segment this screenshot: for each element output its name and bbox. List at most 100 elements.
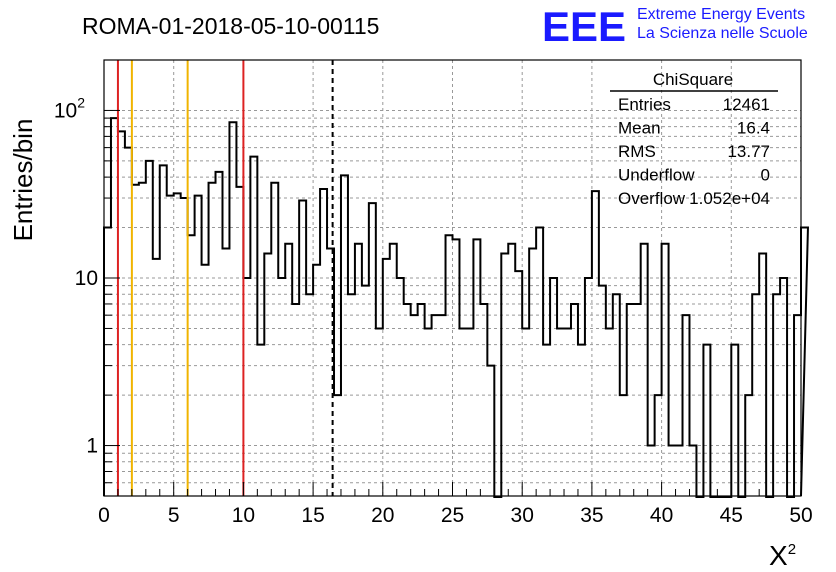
histogram-bin bbox=[167, 196, 174, 496]
stats-label: Overflow bbox=[618, 189, 686, 208]
histogram-bin bbox=[278, 278, 285, 496]
histogram-bin bbox=[355, 244, 362, 496]
histogram-bin bbox=[773, 294, 780, 496]
histogram-bin bbox=[731, 345, 738, 496]
histogram-bin bbox=[174, 193, 181, 496]
histogram-bin bbox=[292, 304, 299, 496]
histogram-bin bbox=[662, 244, 669, 496]
histogram-bin bbox=[181, 198, 188, 496]
histogram-bin bbox=[404, 304, 411, 496]
histogram-bin bbox=[222, 248, 229, 496]
x-tick-label: 25 bbox=[441, 504, 464, 527]
histogram-bin bbox=[578, 345, 585, 496]
histogram-bin bbox=[529, 248, 536, 496]
histogram-bin bbox=[745, 395, 752, 496]
histogram-bin bbox=[550, 278, 557, 496]
histogram-bin bbox=[508, 244, 515, 496]
stats-value: 13.77 bbox=[727, 142, 770, 161]
histogram-bin bbox=[536, 228, 543, 496]
x-tick-label: 10 bbox=[232, 504, 255, 527]
histogram-bin bbox=[153, 259, 160, 496]
histogram-bin bbox=[264, 254, 271, 496]
histogram-bin bbox=[397, 278, 404, 496]
histogram-bin bbox=[257, 345, 264, 496]
stats-value: 1.052e+04 bbox=[689, 189, 770, 208]
run-title: ROMA-01-2018-05-10-00115 bbox=[82, 13, 379, 39]
histogram-bin bbox=[216, 172, 223, 496]
x-tick-label: 15 bbox=[301, 504, 324, 527]
histogram-bin bbox=[627, 304, 634, 496]
histogram-bin bbox=[383, 259, 390, 496]
x-tick-label: 30 bbox=[511, 504, 534, 527]
histogram-bin bbox=[348, 294, 355, 496]
stats-label: Mean bbox=[618, 119, 661, 138]
histogram-bin bbox=[376, 328, 383, 496]
histogram-bin bbox=[676, 446, 683, 496]
histogram-bin bbox=[522, 328, 529, 496]
histogram-bin bbox=[146, 161, 153, 496]
histogram-bin bbox=[132, 185, 139, 496]
histogram-bin bbox=[655, 395, 662, 496]
histogram-bin bbox=[299, 201, 306, 496]
stats-label: Underflow bbox=[618, 166, 695, 185]
stats-title: ChiSquare bbox=[653, 70, 733, 89]
histogram-bin bbox=[683, 315, 690, 496]
histogram-bin bbox=[759, 254, 766, 496]
histogram-bin bbox=[271, 183, 278, 496]
histogram-bin bbox=[250, 157, 257, 496]
x-tick-label: 45 bbox=[720, 504, 743, 527]
histogram-bins bbox=[104, 118, 808, 496]
histogram-bin bbox=[202, 265, 209, 496]
histogram-bin bbox=[425, 328, 432, 496]
histogram-bin bbox=[313, 265, 320, 496]
histogram-bin bbox=[459, 328, 466, 496]
histogram-bin bbox=[188, 235, 195, 496]
histogram-bin bbox=[362, 286, 369, 496]
histogram-bin bbox=[599, 286, 606, 496]
histogram-bin bbox=[334, 395, 341, 496]
histogram-bin bbox=[104, 228, 111, 496]
histogram-bin bbox=[243, 278, 250, 496]
histogram-bin bbox=[466, 328, 473, 496]
histogram-bin bbox=[341, 175, 348, 496]
x-tick-label: 5 bbox=[168, 504, 180, 527]
x-tick-label: 50 bbox=[789, 504, 812, 527]
histogram-bin bbox=[564, 328, 571, 496]
histogram-outline bbox=[103, 117, 809, 498]
x-tick-label: 40 bbox=[650, 504, 673, 527]
histogram-bin bbox=[439, 315, 446, 496]
histogram-bin bbox=[390, 244, 397, 496]
histogram-bin bbox=[418, 304, 425, 496]
histogram-bin bbox=[111, 118, 118, 496]
histogram-bin bbox=[446, 235, 453, 496]
stats-box: ChiSquare Entries 12461 Mean 16.4 RMS 13.77 Un… bbox=[610, 70, 778, 208]
stats-value: 0 bbox=[761, 166, 770, 185]
x-tick-label: 0 bbox=[98, 504, 110, 527]
histogram-bin bbox=[369, 203, 376, 496]
stats-label: RMS bbox=[618, 142, 656, 161]
histogram-bin bbox=[473, 239, 480, 496]
histogram-bin bbox=[585, 278, 592, 496]
histogram-bin bbox=[515, 271, 522, 496]
x-tick-label: 20 bbox=[371, 504, 394, 527]
eee-logo: EEE bbox=[542, 3, 626, 50]
histogram-bin bbox=[543, 345, 550, 496]
histogram-bin bbox=[320, 189, 327, 496]
histogram-bin bbox=[453, 239, 460, 496]
histogram-bin bbox=[620, 395, 627, 496]
histogram-bin bbox=[139, 183, 146, 496]
histogram-bin bbox=[557, 328, 564, 496]
histogram-bin bbox=[285, 244, 292, 496]
y-tick-label: 1 bbox=[86, 435, 98, 458]
histogram-bin bbox=[125, 148, 132, 496]
histogram-bin bbox=[648, 446, 655, 496]
x-axis-title: X2 bbox=[769, 540, 796, 571]
histogram-bin bbox=[634, 304, 641, 496]
histogram-bin bbox=[209, 183, 216, 496]
y-tick-label-exponent: 2 bbox=[77, 94, 85, 110]
histogram-bin bbox=[411, 315, 418, 496]
histogram-bin bbox=[613, 294, 620, 496]
y-axis: 1 10 102 bbox=[54, 59, 120, 497]
logo-line-2: La Scienza nelle Scuole bbox=[637, 25, 808, 42]
